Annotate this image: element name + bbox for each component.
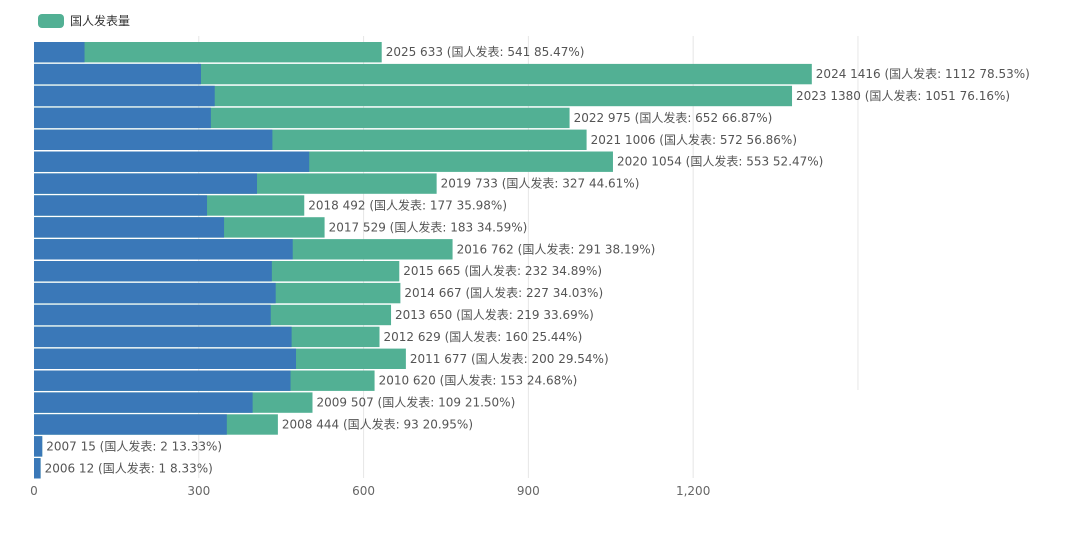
data-label: 2006 12 (国人发表: 1 8.33%) — [45, 460, 213, 475]
data-label: 2007 15 (国人发表: 2 13.33%) — [46, 438, 222, 453]
data-label: 2023 1380 (国人发表: 1051 76.16%) — [796, 88, 1010, 103]
bar-overlay — [34, 436, 43, 457]
bar-total — [34, 42, 382, 63]
data-label: 2008 444 (国人发表: 93 20.95%) — [282, 417, 473, 432]
data-label: 2010 620 (国人发表: 153 24.68%) — [379, 373, 578, 388]
data-label: 2013 650 (国人发表: 219 33.69%) — [395, 307, 594, 322]
x-tick-label: 0 — [30, 484, 38, 498]
legend-swatch — [38, 13, 64, 28]
bar-overlay — [34, 414, 227, 435]
bar-overlay — [34, 129, 273, 150]
data-label: 2011 677 (国人发表: 200 29.54%) — [410, 351, 609, 366]
data-label: 2022 975 (国人发表: 652 66.87%) — [574, 110, 773, 125]
bar-overlay — [34, 282, 276, 304]
data-label: 2018 492 (国人发表: 177 35.98%) — [308, 198, 507, 213]
bar-overlay — [34, 326, 292, 348]
bar-overlay — [34, 195, 208, 216]
data-label: 2025 633 (国人发表: 541 85.47%) — [386, 44, 585, 59]
bar-overlay — [34, 239, 293, 260]
bar-overlay — [34, 151, 310, 172]
bar-overlay — [34, 173, 258, 194]
data-label: 2014 667 (国人发表: 227 34.03%) — [404, 285, 603, 300]
bar-total — [34, 63, 812, 85]
data-label: 2017 529 (国人发表: 183 34.59%) — [329, 219, 528, 234]
data-label: 2020 1054 (国人发表: 553 52.47%) — [617, 154, 823, 169]
x-tick-label: 300 — [187, 484, 210, 498]
legend[interactable]: 国人发表量 — [38, 12, 130, 29]
bar-overlay — [34, 348, 297, 369]
bar-overlay — [34, 370, 291, 391]
data-label: 2012 629 (国人发表: 160 25.44%) — [384, 329, 583, 344]
bar-overlay — [34, 63, 201, 85]
data-label: 2009 507 (国人发表: 109 21.50%) — [316, 395, 515, 410]
bar-total — [34, 85, 793, 107]
data-label: 2015 665 (国人发表: 232 34.89%) — [403, 263, 602, 278]
data-label: 2021 1006 (国人发表: 572 56.86%) — [591, 132, 797, 147]
data-label: 2016 762 (国人发表: 291 38.19%) — [457, 241, 656, 256]
bar-overlay — [34, 261, 272, 282]
x-tick-label: 900 — [517, 484, 540, 498]
bar-overlay — [34, 392, 253, 413]
bar-overlay — [34, 107, 211, 129]
data-label: 2019 733 (国人发表: 327 44.61%) — [441, 176, 640, 191]
x-tick-label: 1,200 — [676, 484, 710, 498]
bar-overlay — [34, 85, 215, 107]
bar-overlay — [34, 458, 41, 479]
data-label: 2024 1416 (国人发表: 1112 78.53%) — [816, 66, 1030, 81]
bar-overlay — [34, 217, 225, 238]
bar-overlay — [34, 304, 271, 326]
bar-overlay — [34, 42, 85, 63]
legend-label: 国人发表量 — [70, 14, 131, 28]
x-tick-label: 600 — [352, 484, 375, 498]
